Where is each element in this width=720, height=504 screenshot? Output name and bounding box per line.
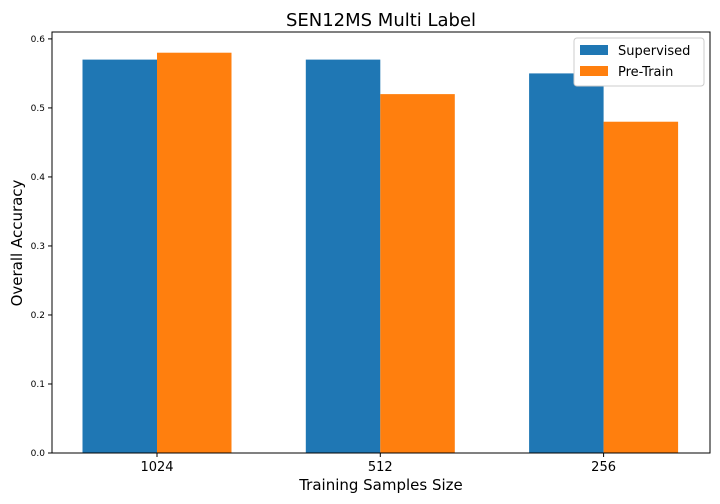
- legend-label-supervised: Supervised: [618, 44, 690, 59]
- x-tick-label: 1024: [140, 460, 173, 475]
- bars-group: [82, 52, 679, 454]
- bar-pre-train-256: [603, 121, 679, 453]
- legend-label-pre-train: Pre-Train: [618, 65, 673, 80]
- bar-pre-train-1024: [157, 52, 232, 453]
- y-axis-ticks: 0.0 0.1 0.2 0.3 0.4 0.5 0.6: [31, 35, 52, 459]
- x-tick-label: 256: [591, 460, 616, 475]
- y-axis-label: Overall Accuracy: [8, 179, 26, 306]
- x-tick-label: 512: [368, 460, 393, 475]
- legend-swatch-supervised: [580, 45, 608, 55]
- y-tick-label: 0.3: [31, 242, 45, 252]
- x-axis-ticks: 1024 512 256: [140, 453, 616, 475]
- y-tick-label: 0.5: [31, 104, 45, 114]
- y-tick-label: 0.1: [31, 380, 45, 390]
- bar-supervised-1024: [82, 59, 157, 453]
- plot-frame: [51, 31, 711, 454]
- legend: Supervised Pre-Train: [573, 37, 705, 87]
- chart-title: SEN12MS Multi Label: [286, 10, 476, 31]
- bar-pre-train-512: [380, 94, 455, 454]
- y-tick-label: 0.6: [31, 35, 46, 45]
- y-tick-label: 0.2: [31, 311, 45, 321]
- y-tick-label: 0.0: [31, 449, 46, 459]
- legend-swatch-pre-train: [580, 66, 608, 76]
- y-tick-label: 0.4: [31, 173, 46, 183]
- bar-supervised-256: [529, 73, 604, 453]
- x-axis-label: Training Samples Size: [298, 476, 463, 494]
- bar-supervised-512: [305, 59, 381, 453]
